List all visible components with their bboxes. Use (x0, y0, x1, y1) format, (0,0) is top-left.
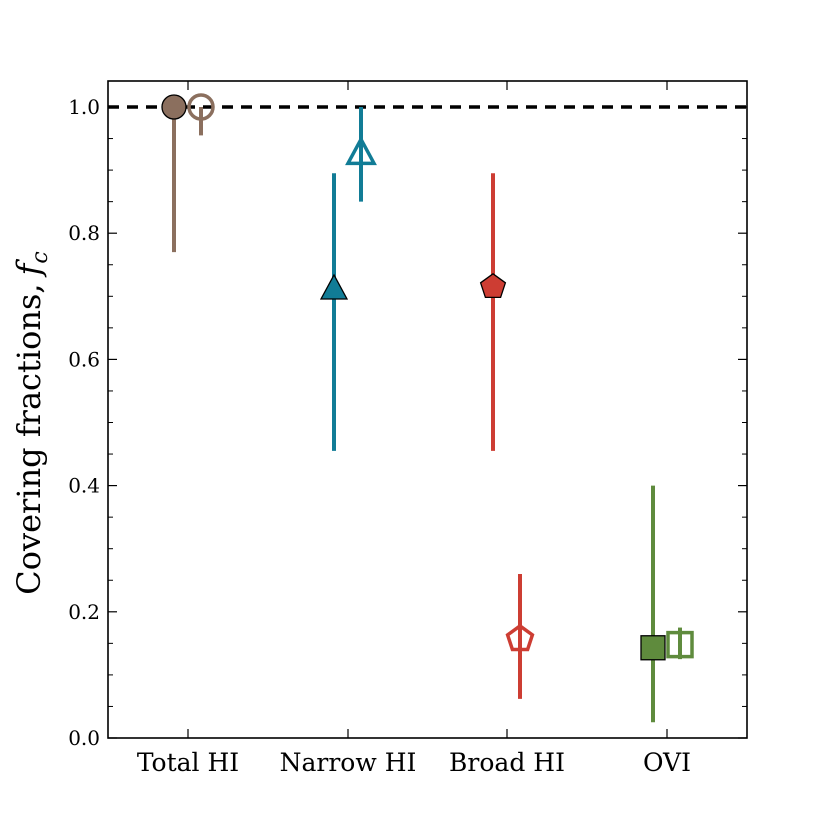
y-tick-label: 0.0 (68, 726, 100, 750)
marker-circle-filled (161, 94, 187, 120)
marker-circle-open (187, 93, 215, 121)
y-tick-label: 0.8 (68, 221, 100, 245)
y-axis-label-subscript: c (28, 251, 53, 263)
y-axis-label: Covering fractions,fc (10, 251, 53, 594)
marker-square-open (666, 630, 694, 659)
marker-triangle-filled (319, 273, 349, 300)
y-tick-label: 1.0 (68, 95, 100, 119)
plot-frame (107, 80, 748, 739)
y-axis-label-text: Covering fractions, (10, 283, 48, 594)
x-tick-label: OVI (643, 748, 691, 777)
marker-pentagon-open (505, 623, 535, 652)
y-tick-label: 0.6 (68, 347, 100, 371)
x-tick-label: Broad HI (449, 748, 565, 777)
marker-square-filled (640, 635, 666, 661)
plot-area: 0.0 0.2 0.4 0.6 0.8 1.0 Total HI Narrow HI Broad… (68, 80, 748, 777)
marker-triangle-open (345, 135, 377, 166)
x-tick-label: Narrow HI (280, 748, 417, 777)
y-tick-label: 0.2 (68, 600, 100, 624)
marker-pentagon-filled (479, 272, 507, 299)
y-tick-label: 0.4 (68, 474, 100, 498)
x-tick-label: Total HI (137, 748, 239, 777)
